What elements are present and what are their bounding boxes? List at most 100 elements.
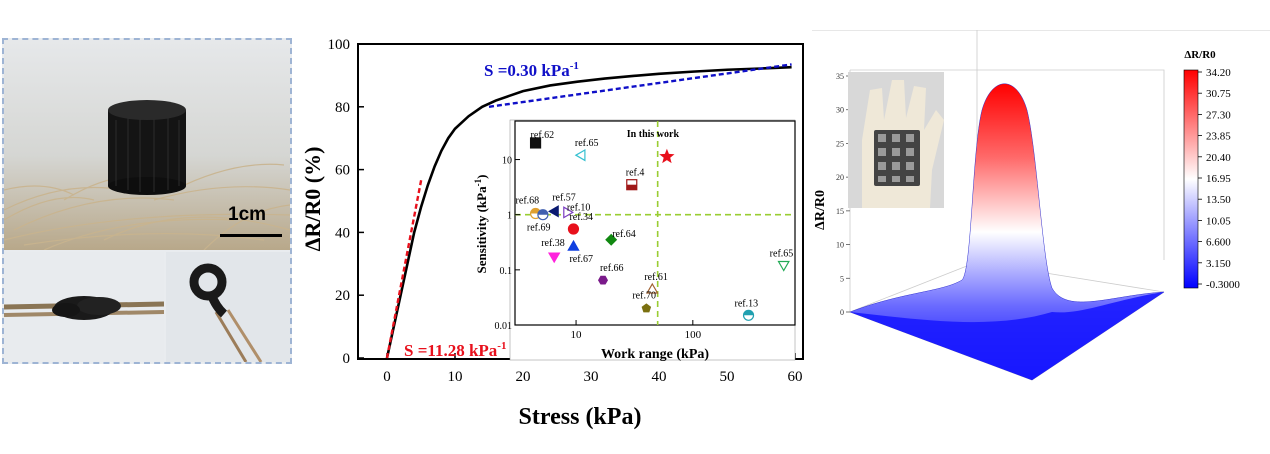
inset-point-in-this-work: In this work xyxy=(627,129,680,164)
main-x-tick-label: 60 xyxy=(788,369,803,385)
z-tick-label: 35 xyxy=(836,72,844,81)
inset-y-tick-label: 10 xyxy=(502,156,512,167)
inset-axes: 10 100 0.01 0.1 1 10 xyxy=(495,156,702,341)
main-y-axis-label: ΔR/R0 (%) xyxy=(300,147,325,252)
carbon-sponge-cylinder xyxy=(108,100,186,195)
inset-point-ref.10: ref.10 xyxy=(563,202,591,219)
inset-point-label: ref.10 xyxy=(567,202,591,213)
z-axis: 0 5 10 15 20 25 30 35 xyxy=(836,72,850,317)
fit-labels: S =11.28 kPa-1 S =0.30 kPa-1 xyxy=(404,60,579,360)
colorbar-title: ΔR/R0 xyxy=(1184,49,1216,61)
surface-base xyxy=(850,292,1164,380)
inset-point-label: ref.64 xyxy=(612,229,636,240)
knot-loop-photo xyxy=(166,252,290,362)
inset-point-ref.65: ref.65 xyxy=(770,248,794,272)
inset-y-tick-label: 0.01 xyxy=(495,321,513,332)
main-y-tick-label: 60 xyxy=(335,163,350,179)
photo-panel: 1cm xyxy=(2,38,292,364)
main-x-tick-label: 40 xyxy=(652,369,667,385)
colorbar-tick-label: 27.30 xyxy=(1206,109,1231,121)
inset-point-label: ref.34 xyxy=(569,212,593,223)
surface-plot: 0 5 10 15 20 25 30 35 ΔR/R0 ΔR/R0 34.20 30.75 27.… xyxy=(812,30,1270,381)
low-pressure-fit-line xyxy=(385,177,423,359)
inset-point-label: ref.65 xyxy=(770,248,794,259)
inset-point-ref.65: ref.65 xyxy=(574,138,599,162)
inset-point-label: ref.62 xyxy=(531,130,555,141)
inset-plot-frame xyxy=(514,120,796,326)
high-pressure-fit-line xyxy=(488,63,792,108)
inset-chart: 10 100 0.01 0.1 1 10 ref.62 ref.65 In this work… xyxy=(473,119,796,362)
z-tick-label: 5 xyxy=(840,274,844,283)
main-x-tick-label: 0 xyxy=(383,369,391,385)
response-curve xyxy=(385,65,792,359)
colorbar-tick-label: -0.3000 xyxy=(1206,279,1240,291)
inset-reference-lines xyxy=(515,121,795,325)
main-y-tick-label: 100 xyxy=(328,37,351,53)
inset-points: ref.62 ref.65 In this work ref.4 ref.68 ref.6… xyxy=(516,129,794,321)
inset-point-label: ref.70 xyxy=(632,290,656,301)
in-this-work-label: In this work xyxy=(627,129,680,140)
main-y-tick-label: 40 xyxy=(335,225,350,241)
inset-point-label: ref.57 xyxy=(552,192,576,203)
inset-x-axis-label: Work range (kPa) xyxy=(601,347,709,362)
main-series xyxy=(385,63,792,359)
main-x-tick-label: 20 xyxy=(516,369,531,385)
main-axes: 0 10 20 30 40 50 60 0 20 40 60 80 100 xyxy=(328,37,803,385)
response-chart: 0 10 20 30 40 50 60 0 20 40 60 80 100 Stress (kPa) Δ… xyxy=(300,37,804,430)
inset-point-label: ref.38 xyxy=(541,238,565,249)
colorbar-tick-label: 20.40 xyxy=(1206,152,1231,164)
inset-point-ref.62: ref.62 xyxy=(529,130,555,149)
colorbar-tick-label: 3.150 xyxy=(1206,258,1231,270)
main-y-tick-label: 0 xyxy=(343,351,351,367)
inset-point-label: ref.66 xyxy=(600,263,624,274)
inset-point-ref.57: ref.57 xyxy=(547,192,576,218)
sponge-photo xyxy=(4,40,290,250)
z-tick-label: 15 xyxy=(836,207,844,216)
colorbar: ΔR/R0 34.20 30.75 27.30 23.85 20.40 16.95 13.5… xyxy=(1183,49,1240,291)
high-pressure-sensitivity-label: S =0.30 kPa-1 xyxy=(484,60,579,80)
inset-point-ref.66: ref.66 xyxy=(598,263,624,285)
inset-point-ref.13: ref.13 xyxy=(735,298,759,321)
z-tick-label: 25 xyxy=(836,139,844,148)
inset-point-label: ref.4 xyxy=(626,168,645,179)
inset-point-ref.70: ref.70 xyxy=(632,290,656,313)
colorbar-tick-label: 16.95 xyxy=(1206,173,1231,185)
z-tick-label: 10 xyxy=(836,241,844,250)
main-x-axis-label: Stress (kPa) xyxy=(519,404,642,430)
inset-point-ref.64: ref.64 xyxy=(605,229,636,246)
main-x-tick-label: 50 xyxy=(720,369,735,385)
inset-point-ref.34: ref.34 xyxy=(567,212,593,235)
inset-point-label: ref.69 xyxy=(527,223,551,234)
inset-point-label: ref.68 xyxy=(516,196,540,207)
inset-point-ref.67: ref.67 xyxy=(567,239,593,265)
colorbar-tick-label: 13.50 xyxy=(1206,194,1231,206)
sensor-glove-photo xyxy=(848,72,944,208)
colorbar-tick-label: 34.20 xyxy=(1206,67,1231,79)
inset-point-label: ref.13 xyxy=(735,298,759,309)
colorbar-tick-label: 30.75 xyxy=(1206,88,1231,100)
colorbar-ticks: 34.20 30.75 27.30 23.85 20.40 16.95 13.50 10.05… xyxy=(1198,67,1240,291)
main-y-tick-label: 20 xyxy=(335,288,350,304)
inset-point-ref.69: ref.69 xyxy=(527,209,551,234)
inset-point-label: ref.65 xyxy=(575,138,599,149)
inset-point-ref.61: ref.61 xyxy=(644,272,668,294)
main-y-tick-label: 80 xyxy=(335,100,350,116)
inset-point-label: ref.61 xyxy=(644,272,668,283)
inset-point-ref.4: ref.4 xyxy=(626,168,645,191)
colorbar-tick-label: 6.600 xyxy=(1206,237,1231,249)
z-tick-label: 0 xyxy=(840,308,844,317)
inset-y-axis-label: Sensitivity (kPa-1) xyxy=(473,175,489,274)
inset-point-ref.38: ref.38 xyxy=(541,238,565,264)
main-x-tick-label: 10 xyxy=(448,369,463,385)
inset-x-tick-label: 10 xyxy=(571,329,583,341)
z-axis-label: ΔR/R0 xyxy=(813,190,828,230)
inset-y-tick-label: 1 xyxy=(507,211,512,222)
low-pressure-sensitivity-label: S =11.28 kPa-1 xyxy=(404,340,506,360)
gaussian-surface xyxy=(849,83,1165,381)
scale-bar xyxy=(220,234,282,237)
z-tick-label: 30 xyxy=(836,106,844,115)
scale-bar-label: 1cm xyxy=(228,204,267,225)
main-x-tick-label: 30 xyxy=(584,369,599,385)
inset-x-tick-label: 100 xyxy=(685,329,702,341)
colorbar-tick-label: 10.05 xyxy=(1206,215,1231,227)
